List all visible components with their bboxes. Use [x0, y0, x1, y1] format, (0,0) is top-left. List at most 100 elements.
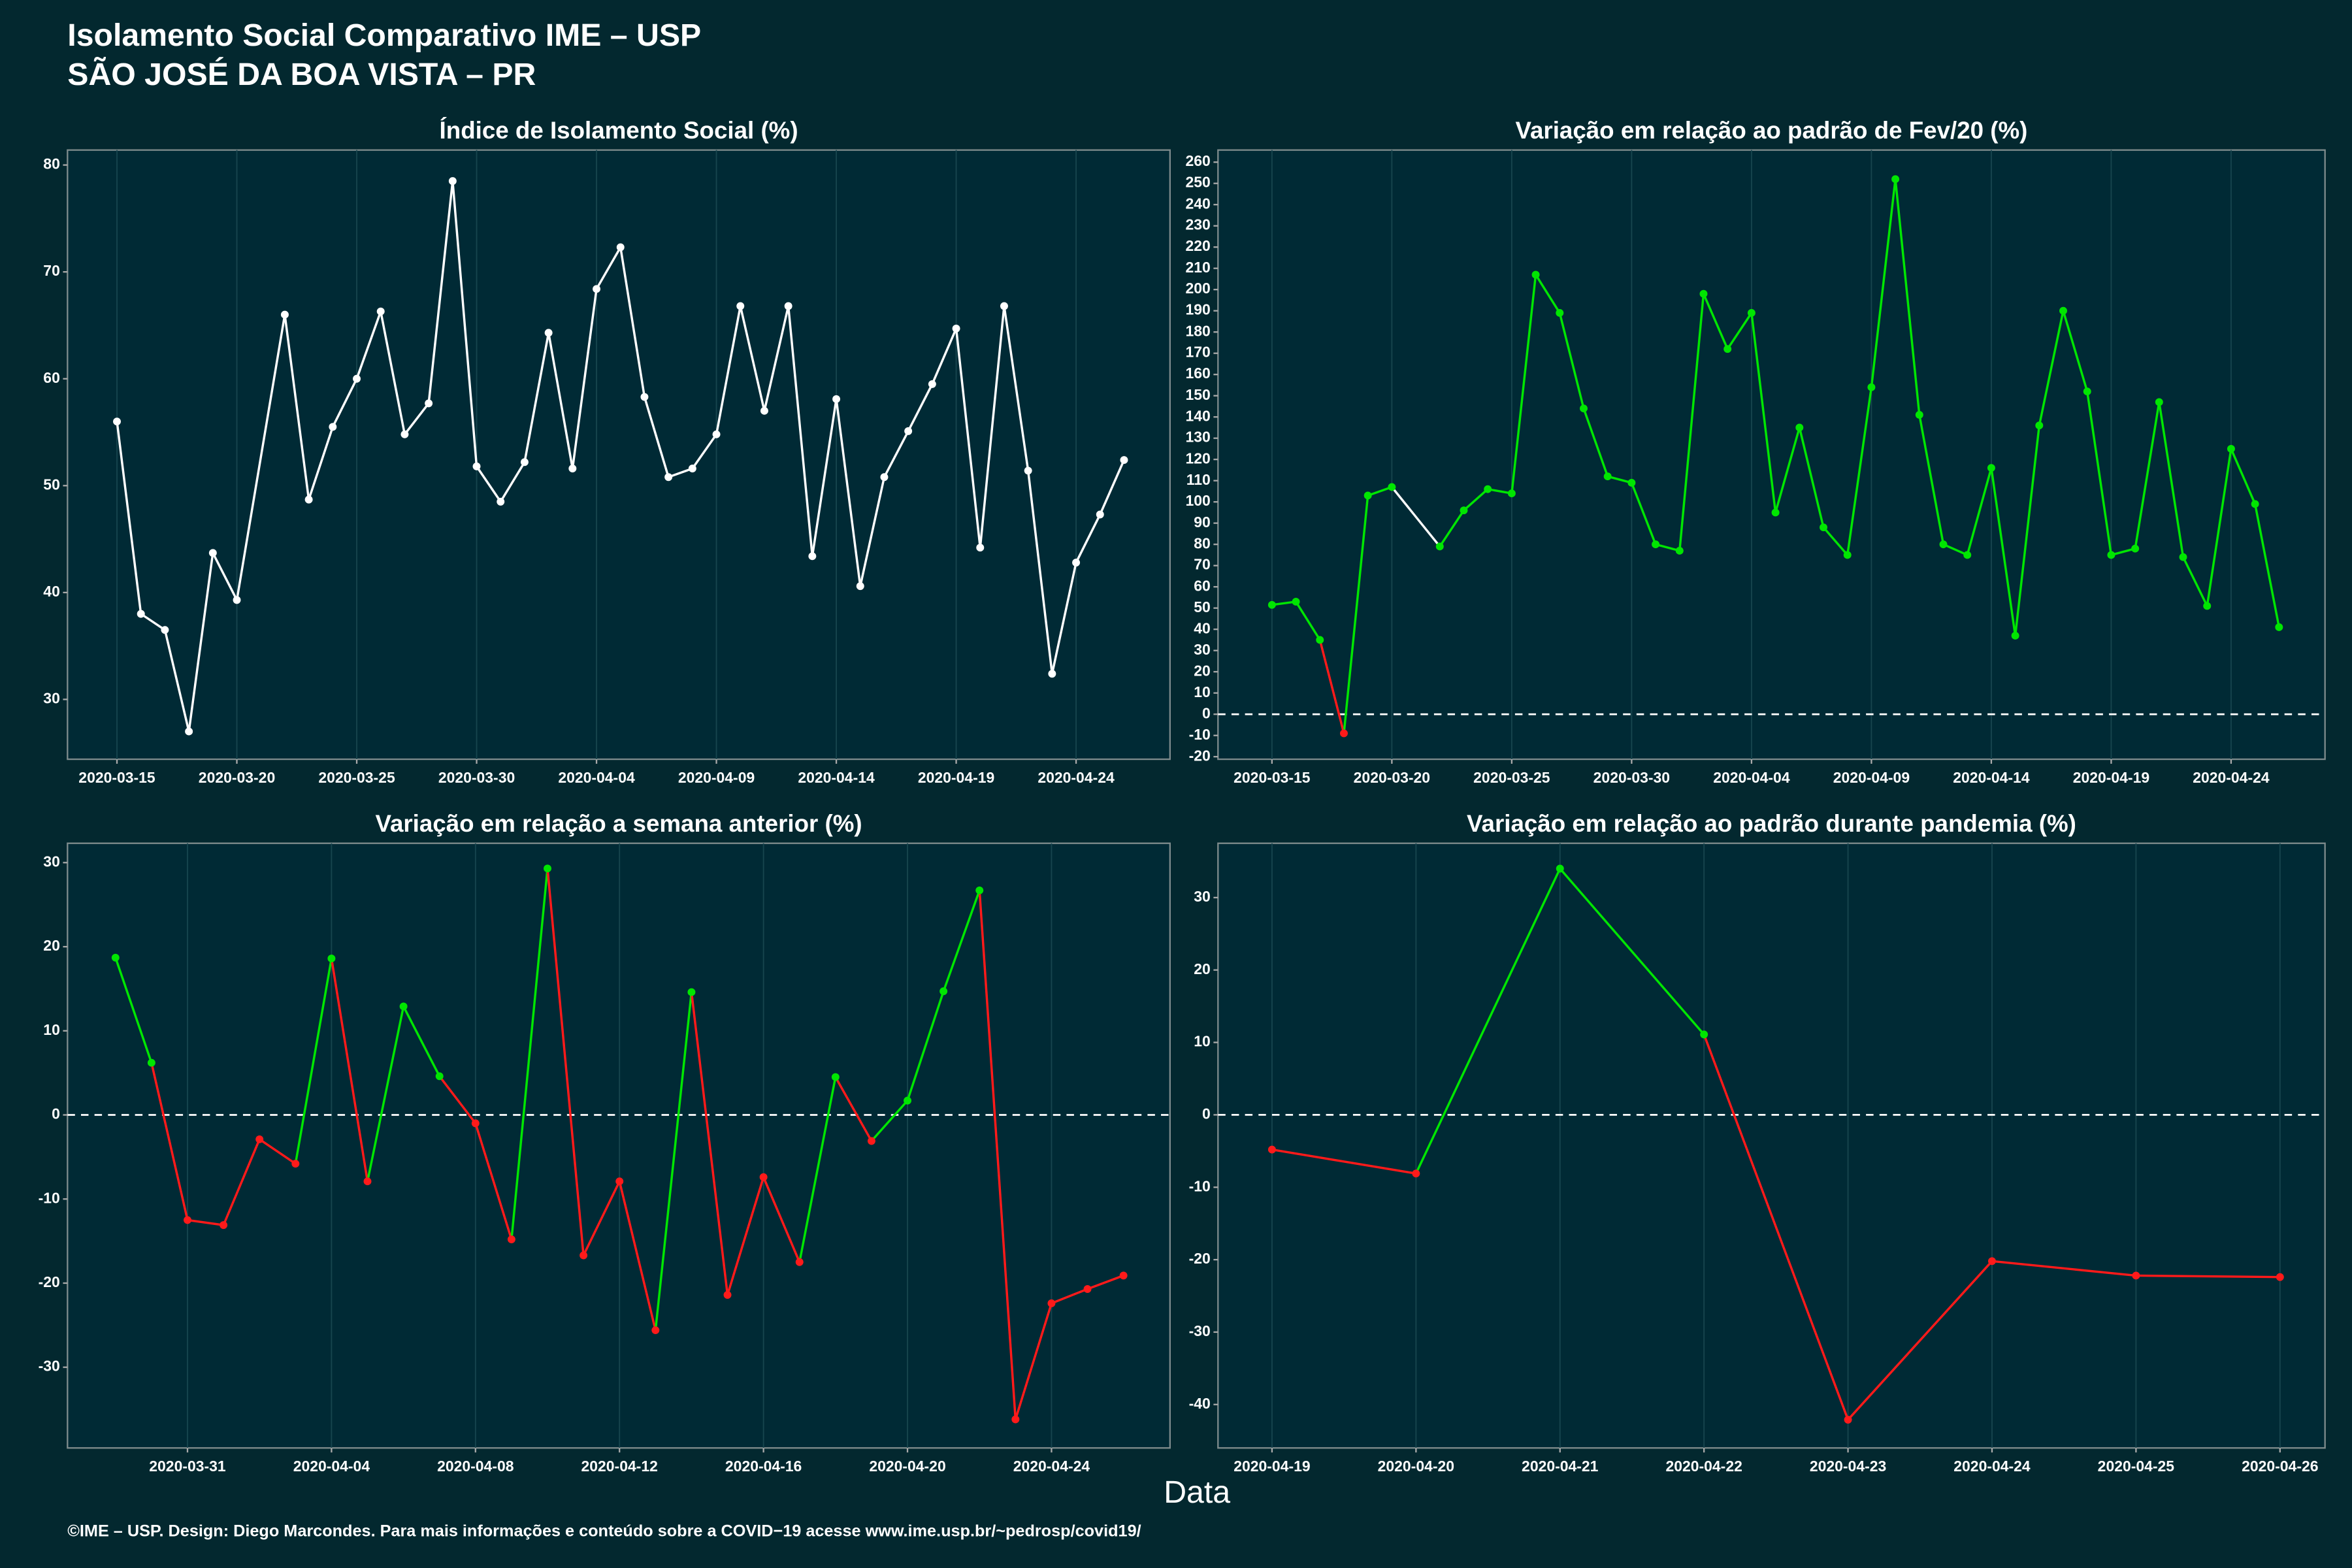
- line-segment: [1822, 527, 1849, 556]
- y-tick-label: 60: [43, 369, 60, 386]
- line-segment: [1487, 488, 1512, 495]
- point: [2132, 1271, 2140, 1280]
- point: [329, 423, 337, 431]
- point: [1771, 508, 1780, 517]
- x-tick-label: 2020-04-24: [2193, 769, 2270, 786]
- y-tick-label: 100: [1186, 492, 1211, 509]
- y-tick-label: 70: [1194, 556, 1211, 573]
- line-segment: [787, 306, 814, 557]
- point: [1987, 464, 1995, 472]
- point: [376, 307, 385, 316]
- line-segment: [1026, 470, 1054, 674]
- line-segment: [1003, 306, 1030, 471]
- y-tick-label: 30: [1194, 641, 1211, 658]
- line-segment: [294, 958, 333, 1164]
- x-tick-label: 2020-03-15: [1233, 769, 1311, 786]
- point: [1580, 404, 1588, 413]
- x-axis-label: Data: [1164, 1475, 1230, 1510]
- x-tick-label: 2020-04-19: [918, 769, 994, 786]
- y-tick-label: 20: [1194, 662, 1211, 679]
- point: [161, 626, 169, 634]
- point: [2155, 398, 2163, 406]
- line-segment: [1439, 510, 1465, 547]
- point: [2227, 444, 2235, 453]
- point: [113, 417, 121, 426]
- point: [2107, 551, 2115, 559]
- line-segment: [427, 180, 454, 404]
- y-tick-label: 180: [1186, 322, 1211, 339]
- line-segment: [763, 306, 790, 412]
- line-segment: [1367, 485, 1392, 497]
- point: [1412, 1169, 1420, 1178]
- y-tick-label: 10: [43, 1021, 60, 1038]
- point: [1292, 597, 1300, 606]
- x-tick-label: 2020-04-20: [869, 1458, 945, 1475]
- x-tick-label: 2020-04-24: [1953, 1458, 2031, 1475]
- line-segment: [1463, 488, 1489, 512]
- x-tick-label: 2020-04-24: [1013, 1458, 1090, 1475]
- x-tick-label: 2020-04-21: [1522, 1458, 1599, 1475]
- y-tick-label: 40: [1194, 619, 1211, 636]
- point: [1364, 491, 1372, 500]
- line-segment: [163, 629, 190, 732]
- plot-area: [1217, 842, 2326, 1449]
- line-segment: [1894, 179, 1921, 416]
- x-tick-label: 2020-04-20: [1378, 1458, 1454, 1475]
- line-segment: [870, 1100, 909, 1142]
- line-segment: [906, 990, 945, 1102]
- point: [1699, 289, 1708, 298]
- main-subtitle: SÃO JOSÉ DA BOA VISTA – PR: [67, 57, 536, 92]
- point: [928, 380, 936, 388]
- line-segment: [726, 1177, 765, 1296]
- y-tick-label: 20: [43, 937, 60, 954]
- point: [1388, 483, 1396, 491]
- point: [856, 582, 864, 591]
- line-segment: [222, 1139, 261, 1226]
- panel-title: Índice de Isolamento Social (%): [440, 117, 798, 144]
- point: [1603, 472, 1612, 481]
- line-segment: [451, 180, 478, 467]
- line-segment: [1991, 1260, 2136, 1277]
- point: [640, 393, 649, 401]
- line-segment: [1702, 293, 1729, 350]
- line-segment: [1990, 467, 2017, 636]
- point: [1915, 410, 1923, 419]
- panel-title: Variação em relação ao padrão durante pa…: [1467, 810, 2076, 837]
- point: [1556, 308, 1564, 317]
- point: [904, 427, 913, 435]
- y-tick-label: 120: [1186, 449, 1211, 466]
- line-segment: [140, 613, 166, 631]
- point: [687, 988, 696, 996]
- line-segment: [307, 426, 334, 500]
- point: [1820, 523, 1827, 532]
- x-tick-label: 2020-03-25: [1473, 769, 1550, 786]
- line-segment: [355, 311, 382, 380]
- line-segment: [571, 289, 598, 469]
- line-segment: [366, 1006, 405, 1182]
- line-segment: [2134, 402, 2161, 549]
- line-segment: [284, 314, 310, 500]
- point: [736, 302, 745, 310]
- line-segment: [2014, 425, 2041, 636]
- point: [831, 1073, 840, 1081]
- main-title: Isolamento Social Comparativo IME – USP: [67, 18, 701, 53]
- point: [2203, 602, 2212, 610]
- line-segment: [2206, 448, 2232, 606]
- line-segment: [1414, 868, 1561, 1174]
- point: [1531, 270, 1540, 279]
- line-segment: [1086, 1274, 1124, 1290]
- point: [1963, 551, 1972, 559]
- line-segment: [404, 402, 430, 435]
- line-segment: [331, 378, 358, 428]
- x-tick-label: 2020-04-14: [1953, 769, 2030, 786]
- line-segment: [2038, 310, 2065, 426]
- y-tick-label: 40: [43, 583, 60, 600]
- line-segment: [1582, 408, 1609, 477]
- point: [185, 727, 193, 736]
- line-segment: [510, 868, 549, 1240]
- line-segment: [187, 1218, 224, 1226]
- line-segment: [547, 333, 574, 469]
- point: [1072, 559, 1081, 567]
- point: [2276, 1273, 2284, 1281]
- point: [688, 465, 696, 473]
